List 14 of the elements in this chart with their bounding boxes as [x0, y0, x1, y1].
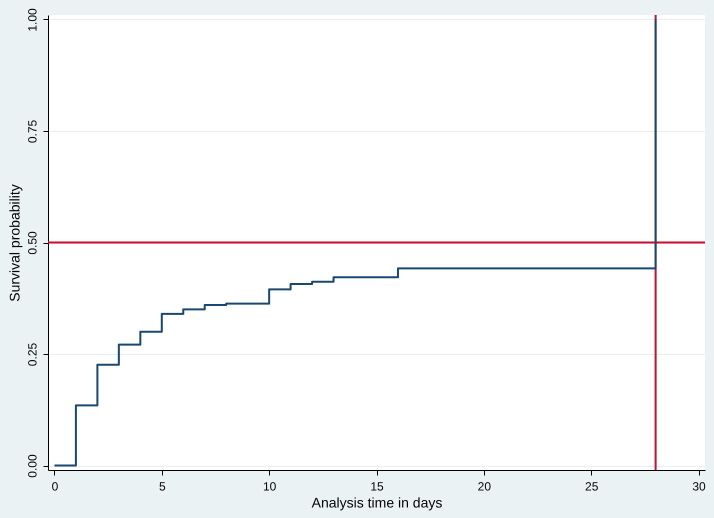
x-axis-title: Analysis time in days — [312, 494, 442, 510]
x-tick-label: 10 — [262, 480, 277, 494]
x-tick-label: 30 — [692, 480, 706, 494]
y-axis-title: Survival probability — [6, 184, 22, 302]
x-tick-label: 0 — [52, 480, 59, 494]
y-tick-label: 0.50 — [26, 231, 40, 255]
x-tick-label: 5 — [158, 480, 166, 494]
x-tick-label: 25 — [585, 480, 599, 494]
y-tick-label: 0.25 — [26, 342, 40, 366]
y-tick-label: 1.00 — [26, 8, 40, 32]
x-tick-label: 15 — [370, 480, 384, 494]
y-tick-label: 0.75 — [26, 119, 40, 144]
x-tick-label: 20 — [478, 480, 492, 494]
y-tick-label: 0.00 — [26, 454, 40, 478]
